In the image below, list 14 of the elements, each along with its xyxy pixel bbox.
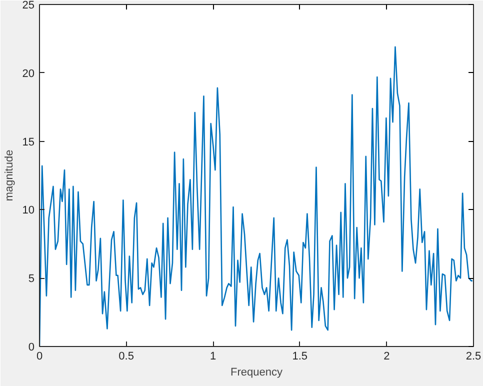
x-tick-label: 0.5 [118, 350, 134, 362]
y-tick-label: 5 [28, 273, 35, 286]
y-tick-label: 15 [22, 136, 35, 148]
x-tick-label: 0 [36, 350, 43, 362]
x-tick-label: 1 [210, 350, 216, 362]
y-tick-label: 10 [22, 204, 35, 217]
x-tick-label: 2 [384, 350, 390, 362]
x-axis-title: Frequency [230, 366, 283, 378]
y-tick-label: 20 [22, 68, 35, 80]
x-tick-label: 2.5 [466, 350, 482, 362]
x-tick-label: 1.5 [292, 350, 308, 362]
y-axis-title: magnitude [3, 150, 16, 202]
y-tick-label: 0 [28, 342, 35, 354]
y-tick-label: 25 [22, 0, 35, 12]
